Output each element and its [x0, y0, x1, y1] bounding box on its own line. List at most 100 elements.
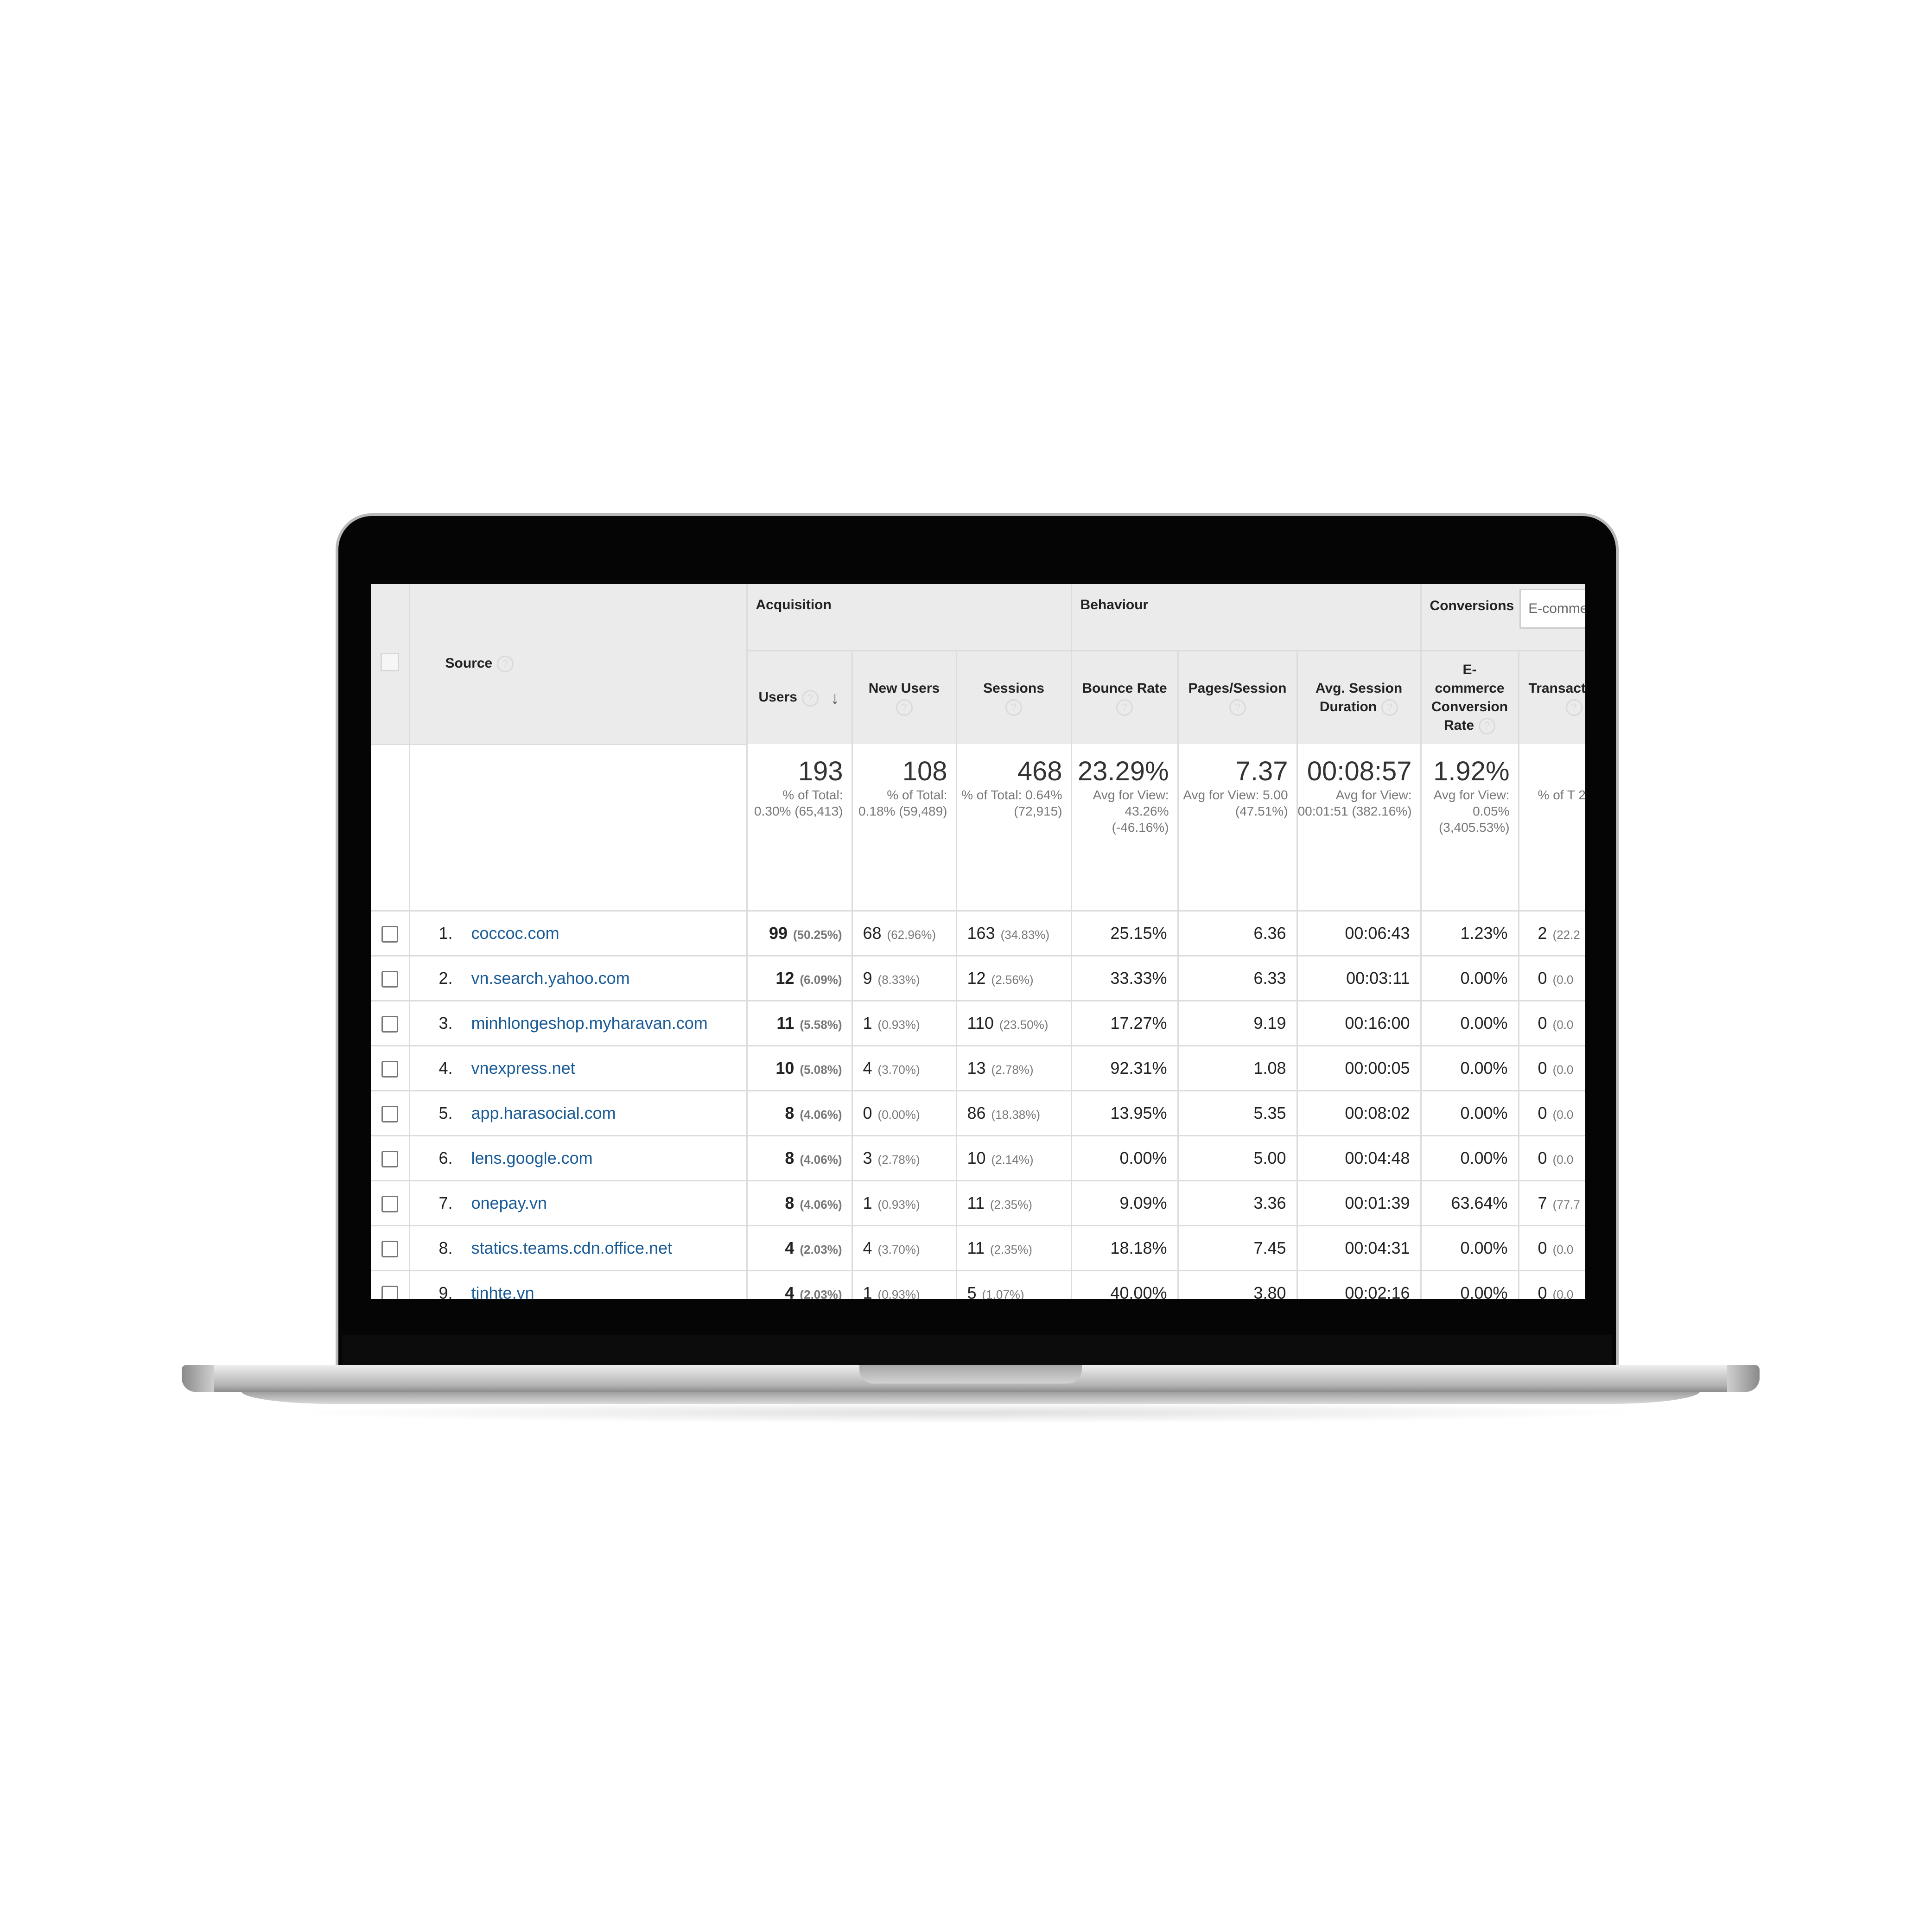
transactions-value: 0 — [1538, 1148, 1547, 1167]
total-new-users: 108% of Total: 0.18% (59,489) — [852, 744, 957, 912]
avg-session-duration-cell: 00:01:39 — [1297, 1180, 1422, 1226]
new-users-value: 1 — [863, 1283, 872, 1299]
laptop-screen: Source? Acquisition Behaviour Conversion… — [371, 584, 1585, 1299]
source-link[interactable]: lens.google.com — [471, 1148, 593, 1167]
ecommerce-conversion-rate-cell: 0.00% — [1421, 1046, 1519, 1091]
transactions-cell: 0 (0.0 — [1519, 1001, 1585, 1046]
source-link[interactable]: tinhte.vn — [471, 1283, 534, 1299]
help-icon[interactable]: ? — [497, 655, 514, 672]
total-pages-session-value: 7.37 — [1235, 756, 1288, 786]
new-users-percent: (8.33%) — [877, 973, 920, 987]
row-checkbox[interactable] — [381, 1286, 398, 1299]
help-icon[interactable]: ? — [1381, 699, 1398, 716]
pages-session-cell: 5.00 — [1178, 1135, 1298, 1181]
table-row: 8. statics.teams.cdn.office.net 4 (2.03%) 4 (… — [371, 1225, 1585, 1271]
select-all-checkbox[interactable] — [380, 652, 399, 671]
sessions-cell: 5 (1.07%) — [956, 1270, 1072, 1299]
help-icon[interactable]: ? — [1229, 699, 1246, 716]
source-link[interactable]: statics.teams.cdn.office.net — [471, 1238, 673, 1257]
row-checkbox-cell — [371, 1001, 410, 1046]
row-checkbox[interactable] — [381, 1151, 398, 1168]
bounce-rate-cell: 9.09% — [1071, 1180, 1179, 1226]
row-checkbox[interactable] — [381, 926, 398, 943]
users-percent: (4.06%) — [800, 1153, 842, 1167]
sessions-value: 110 — [967, 1014, 994, 1033]
row-index: 1. — [439, 924, 453, 943]
users-value: 11 — [776, 1014, 794, 1033]
column-header-avg-session-duration[interactable]: Avg. Session Duration? — [1297, 650, 1422, 744]
column-header-users[interactable]: Users? ↓ — [747, 650, 853, 744]
users-value: 4 — [785, 1238, 794, 1257]
column-header-bounce-rate[interactable]: Bounce Rate? — [1071, 650, 1179, 744]
new-users-cell: 9 (8.33%) — [852, 956, 957, 1001]
column-header-pages-session[interactable]: Pages/Session? — [1178, 650, 1298, 744]
pages-session-cell: 9.19 — [1178, 1001, 1298, 1046]
avg-session-duration-cell: 00:08:02 — [1297, 1090, 1422, 1136]
new-users-cell: 68 (62.96%) — [852, 911, 957, 956]
users-value: 8 — [785, 1193, 794, 1212]
total-ecommerce-conversion-rate: 1.92% Avg for View: 0.05% (3,405.53%) — [1421, 744, 1519, 912]
source-link[interactable]: app.harasocial.com — [471, 1103, 616, 1122]
total-pages-session-sub: Avg for View: 5.00 (47.51%) — [1183, 788, 1288, 818]
row-checkbox[interactable] — [381, 1016, 398, 1033]
table-row: 6. lens.google.com 8 (4.06%) 3 (2.78%) 10 (2.14… — [371, 1135, 1585, 1181]
column-header-ecommerce-conversion-rate[interactable]: E-commerce Conversion Rate? — [1421, 650, 1519, 744]
column-header-sessions-label: Sessions — [983, 681, 1044, 696]
help-icon[interactable]: ? — [1479, 718, 1496, 735]
column-header-new-users[interactable]: New Users? — [852, 650, 957, 744]
transactions-value: 7 — [1538, 1193, 1547, 1212]
help-icon[interactable]: ? — [1565, 699, 1582, 716]
users-value: 4 — [785, 1283, 794, 1299]
ecommerce-conversion-rate-cell: 0.00% — [1421, 1270, 1519, 1299]
total-users-value: 193 — [798, 756, 843, 786]
new-users-cell: 4 (3.70%) — [852, 1046, 957, 1091]
bounce-rate-cell: 25.15% — [1071, 911, 1179, 956]
users-cell: 99 (50.25%) — [747, 911, 853, 956]
transactions-percent: (77.7 — [1552, 1198, 1580, 1211]
total-avg-session-duration-sub: Avg for View: 00:01:51 (382.16%) — [1297, 788, 1412, 818]
table-row: 2. vn.search.yahoo.com 12 (6.09%) 9 (8.33%) 12… — [371, 956, 1585, 1001]
row-checkbox[interactable] — [381, 1241, 398, 1258]
pages-session-cell: 5.35 — [1178, 1090, 1298, 1136]
column-header-users-label: Users — [758, 689, 797, 705]
conversions-type-select[interactable]: E-comme — [1519, 589, 1585, 629]
new-users-percent: (3.70%) — [877, 1243, 920, 1256]
source-link[interactable]: vnexpress.net — [471, 1058, 575, 1078]
source-link[interactable]: onepay.vn — [471, 1193, 547, 1212]
pages-session-cell: 3.80 — [1178, 1270, 1298, 1299]
row-checkbox[interactable] — [381, 1196, 398, 1213]
totals-source-cell — [409, 744, 748, 912]
transactions-percent: (0.0 — [1552, 1063, 1574, 1077]
source-cell: 7. onepay.vn — [409, 1180, 748, 1226]
source-link[interactable]: coccoc.com — [471, 924, 559, 943]
column-header-transactions[interactable]: Transact? — [1519, 650, 1585, 744]
analytics-report-table: Source? Acquisition Behaviour Conversion… — [371, 584, 1585, 1299]
help-icon[interactable]: ? — [1116, 699, 1133, 716]
total-transactions: % of T 22.50% — [1519, 744, 1585, 912]
row-checkbox-cell — [371, 1090, 410, 1136]
help-icon[interactable]: ? — [1005, 699, 1023, 716]
laptop-shadow — [278, 1402, 1654, 1423]
source-link[interactable]: vn.search.yahoo.com — [471, 969, 630, 988]
users-percent: (2.03%) — [800, 1243, 842, 1256]
pages-session-cell: 3.36 — [1178, 1180, 1298, 1226]
transactions-percent: (0.0 — [1552, 1243, 1574, 1256]
source-link[interactable]: minhlongeshop.myharavan.com — [471, 1014, 708, 1033]
help-icon[interactable]: ? — [896, 699, 913, 716]
column-header-sessions[interactable]: Sessions? — [956, 650, 1072, 744]
new-users-cell: 1 (0.93%) — [852, 1270, 957, 1299]
help-icon[interactable]: ? — [801, 689, 819, 707]
laptop-bezel-bottom — [342, 1335, 1612, 1368]
column-header-avg-session-duration-label: Avg. Session Duration — [1315, 681, 1403, 714]
column-header-source[interactable]: Source? — [409, 584, 748, 745]
bounce-rate-cell: 33.33% — [1071, 956, 1179, 1001]
row-checkbox[interactable] — [381, 971, 398, 988]
source-cell: 3. minhlongeshop.myharavan.com — [409, 1001, 748, 1046]
row-checkbox[interactable] — [381, 1061, 398, 1078]
total-new-users-sub: % of Total: 0.18% (59,489) — [858, 788, 947, 818]
transactions-cell: 0 (0.0 — [1519, 1270, 1585, 1299]
sort-descending-icon[interactable]: ↓ — [830, 688, 839, 708]
sessions-percent: (2.35%) — [990, 1198, 1032, 1211]
row-checkbox[interactable] — [381, 1106, 398, 1123]
source-cell: 1. coccoc.com — [409, 911, 748, 956]
